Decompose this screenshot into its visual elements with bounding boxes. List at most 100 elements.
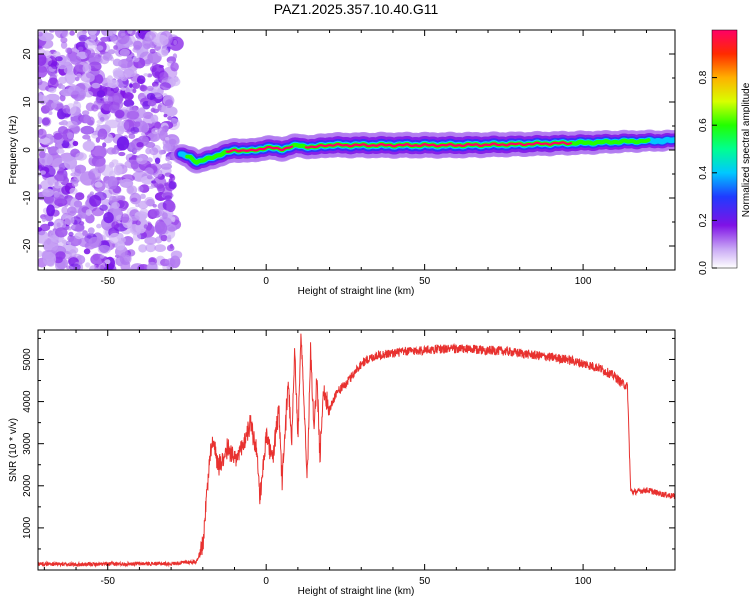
noise-blob bbox=[113, 164, 123, 176]
noise-blob bbox=[53, 219, 67, 230]
noise-blob bbox=[61, 206, 68, 215]
y-tick-label: 4000 bbox=[22, 390, 33, 413]
noise-blob bbox=[108, 185, 122, 195]
noise-blob bbox=[57, 63, 67, 70]
y-tick-label: 20 bbox=[22, 48, 33, 60]
noise-blob bbox=[74, 76, 80, 82]
noise-blob bbox=[96, 223, 102, 229]
snr-panel: -50 0 50 100 1000 2000 3000 4000 5000 Height of… bbox=[8, 329, 676, 597]
noise-blob bbox=[173, 39, 178, 46]
noise-blob bbox=[93, 168, 99, 174]
noise-blob bbox=[172, 53, 178, 60]
noise-blob bbox=[55, 251, 66, 260]
noise-blob bbox=[42, 252, 57, 266]
noise-blob bbox=[149, 147, 159, 156]
noise-blob bbox=[57, 203, 64, 207]
noise-blob bbox=[146, 261, 159, 270]
noise-blob bbox=[120, 63, 127, 71]
noise-blob bbox=[127, 267, 134, 270]
noise-blob bbox=[160, 106, 167, 112]
noise-blob bbox=[73, 100, 79, 105]
noise-blob bbox=[129, 83, 133, 88]
noise-blob bbox=[142, 36, 153, 50]
noise-blob bbox=[54, 181, 59, 186]
noise-blob bbox=[139, 193, 146, 199]
noise-blob bbox=[145, 147, 152, 155]
noise-blob bbox=[136, 154, 148, 165]
noise-blob bbox=[100, 147, 108, 156]
noise-blob bbox=[159, 82, 172, 91]
noise-blob bbox=[159, 72, 169, 80]
noise-blob bbox=[45, 176, 58, 186]
noise-blob bbox=[165, 258, 176, 267]
noise-blob bbox=[116, 125, 125, 135]
y-tick-label: 10 bbox=[22, 96, 33, 108]
x-tick-label: 50 bbox=[419, 576, 431, 587]
y-tick-label: 5000 bbox=[22, 348, 33, 371]
noise-blob bbox=[107, 96, 114, 103]
noise-blob bbox=[151, 62, 158, 68]
noise-blob bbox=[163, 113, 168, 118]
noise-blob bbox=[49, 30, 55, 33]
noise-blob bbox=[43, 195, 54, 204]
noise-blob bbox=[165, 156, 171, 162]
noise-blob bbox=[74, 232, 85, 240]
y-tick-label: 1000 bbox=[22, 516, 33, 539]
noise-blob bbox=[149, 48, 156, 54]
noise-blob bbox=[150, 114, 159, 123]
noise-blob bbox=[45, 99, 55, 111]
noise-blob bbox=[67, 206, 77, 217]
noise-blob bbox=[53, 192, 60, 198]
noise-blob bbox=[47, 77, 59, 90]
noise-blob bbox=[62, 104, 70, 114]
x-tick-label: 0 bbox=[263, 576, 269, 587]
noise-blob bbox=[78, 237, 92, 248]
noise-blob bbox=[112, 99, 124, 110]
noise-blob bbox=[111, 147, 120, 155]
noise-blob bbox=[74, 164, 87, 174]
noise-blob bbox=[116, 31, 130, 45]
noise-blob bbox=[73, 172, 90, 182]
noise-blob bbox=[112, 67, 124, 77]
noise-blob bbox=[168, 181, 177, 190]
noise-blob bbox=[139, 84, 148, 92]
noise-blob bbox=[162, 186, 173, 201]
noise-blob bbox=[38, 92, 44, 103]
noise-blob bbox=[87, 227, 95, 234]
noise-blob bbox=[132, 82, 141, 89]
noise-blob bbox=[154, 79, 160, 84]
noise-blob bbox=[107, 136, 112, 142]
noise-blob bbox=[82, 63, 92, 74]
noise-blob bbox=[69, 30, 75, 36]
noise-blob bbox=[56, 148, 65, 154]
noise-blob bbox=[50, 234, 59, 242]
noise-blob bbox=[52, 157, 67, 171]
noise-blob bbox=[127, 30, 133, 34]
figure-title: PAZ1.2025.357.10.40.G11 bbox=[274, 1, 439, 17]
noise-blob bbox=[42, 188, 54, 197]
x-tick-label: 100 bbox=[575, 576, 592, 587]
noise-blob bbox=[143, 73, 149, 77]
noise-blob bbox=[60, 37, 68, 44]
noise-blob bbox=[82, 140, 95, 152]
spectrogram-x-ticks: -50 0 50 100 bbox=[43, 30, 647, 287]
noise-blob bbox=[66, 226, 73, 231]
noise-blob bbox=[157, 127, 166, 136]
noise-blob bbox=[100, 36, 110, 42]
colorbar-ticks: 0.0 0.2 0.4 0.6 0.8 bbox=[698, 70, 717, 275]
noise-blob bbox=[73, 200, 83, 208]
spectrogram-panel: -50 0 50 100 -20 -10 0 10 20 Height of straight… bbox=[8, 29, 676, 297]
noise-blob bbox=[38, 128, 47, 139]
noise-blob bbox=[150, 107, 156, 113]
noise-blob bbox=[132, 55, 140, 63]
noise-blob bbox=[82, 230, 88, 237]
noise-blob bbox=[59, 94, 66, 102]
noise-blob bbox=[96, 45, 104, 51]
noise-blob bbox=[134, 121, 141, 128]
noise-blob bbox=[112, 58, 122, 67]
noise-blob bbox=[58, 167, 64, 174]
noise-blob bbox=[168, 226, 176, 232]
noise-blob bbox=[100, 254, 105, 259]
noise-blob bbox=[54, 173, 68, 182]
